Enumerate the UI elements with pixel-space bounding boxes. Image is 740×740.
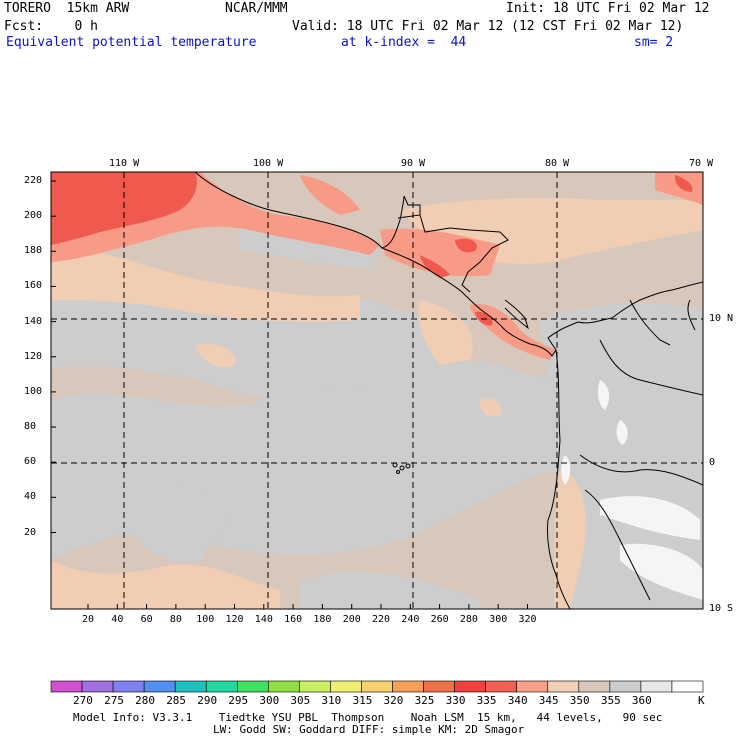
color-level-label: 290 <box>197 694 218 707</box>
model-info-line1: Model Info: V3.3.1 Tiedtke YSU PBL Thomp… <box>73 711 663 724</box>
color-level-label: 280 <box>135 694 156 707</box>
x-axis-ticks <box>87 604 528 609</box>
lon-label-90w: 90 W <box>401 158 426 169</box>
y-axis-ticks <box>51 180 56 533</box>
color-level-label: 335 <box>476 694 497 707</box>
x-tick-label: 100 <box>196 614 215 625</box>
x-tick-label: 320 <box>518 614 537 625</box>
model-name: TORERO 15km ARW <box>4 1 130 16</box>
lat-label-10n: 10 N <box>709 313 734 324</box>
highland-region <box>561 380 703 600</box>
y-tick-label: 20 <box>24 526 37 538</box>
x-tick-label: 220 <box>372 614 391 625</box>
init-time: Init: 18 UTC Fri 02 Mar 12 <box>506 1 710 16</box>
x-tick-label: 200 <box>342 614 361 625</box>
color-level-label: 270 <box>73 694 93 707</box>
lon-label-110w: 110 W <box>109 158 140 169</box>
x-tick-label: 300 <box>489 614 508 625</box>
color-level-label: 285 <box>166 694 187 707</box>
lat-lon-grid <box>51 172 703 609</box>
unit-label: K <box>698 694 705 707</box>
x-tick-label: 180 <box>313 614 332 625</box>
color-level-label: 320 <box>383 694 404 707</box>
x-tick-label: 120 <box>225 614 244 625</box>
color-level-label: 360 <box>631 694 652 707</box>
x-tick-label: 260 <box>430 614 449 625</box>
y-tick-label: 60 <box>24 456 37 468</box>
color-level-label: 325 <box>414 694 435 707</box>
color-level-label: 305 <box>290 694 311 707</box>
smoothing-label: sm= 2 <box>634 35 674 50</box>
x-tick-label: 240 <box>401 614 420 625</box>
x-tick-label: 20 <box>82 614 95 625</box>
hot-region <box>51 172 693 326</box>
lon-label-100w: 100 W <box>253 158 284 169</box>
lat-label-10s: 10 S <box>709 603 734 614</box>
color-level-label: 295 <box>228 694 249 707</box>
y-tick-label: 120 <box>24 350 43 362</box>
valid-time: Valid: 18 UTC Fri 02 Mar 12 (12 CST Fri … <box>292 19 684 34</box>
forecast-hour: Fcst: 0 h <box>4 19 98 34</box>
lat-label-0: 0 <box>709 457 716 468</box>
y-tick-label: 160 <box>24 280 43 292</box>
y-tick-label: 80 <box>24 421 37 433</box>
x-tick-label: 80 <box>169 614 182 625</box>
x-tick-label: 40 <box>111 614 124 625</box>
x-tick-label: 160 <box>284 614 303 625</box>
color-level-label: 350 <box>569 694 590 707</box>
center-name: NCAR/MMM <box>225 1 288 16</box>
color-level-label: 300 <box>259 694 280 707</box>
field-name: Equivalent potential temperature <box>6 35 257 50</box>
x-tick-label: 280 <box>459 614 478 625</box>
plot-frame <box>50 171 704 610</box>
color-level-label: 355 <box>600 694 621 707</box>
y-tick-label: 180 <box>24 245 43 257</box>
y-tick-label: 140 <box>24 315 43 327</box>
x-tick-label: 140 <box>254 614 273 625</box>
color-level-label: 275 <box>104 694 124 707</box>
color-level-label: 310 <box>321 694 342 707</box>
y-tick-label: 100 <box>24 385 43 397</box>
color-level-label: 340 <box>507 694 528 707</box>
color-level-label: 330 <box>445 694 466 707</box>
level-label: at k-index = 44 <box>341 35 467 50</box>
color-level-label: 345 <box>538 694 559 707</box>
x-tick-label: 60 <box>140 614 153 625</box>
lon-label-80w: 80 W <box>545 158 570 169</box>
color-level-label: 315 <box>352 694 373 707</box>
y-tick-label: 220 <box>24 175 43 186</box>
model-info-line2: LW: Godd SW: Goddard DIFF: simple KM: 2D… <box>213 723 525 736</box>
lon-label-70w: 70 W <box>689 158 714 169</box>
y-tick-label: 40 <box>24 491 37 503</box>
coastlines <box>194 172 703 609</box>
y-tick-label: 200 <box>24 210 43 222</box>
